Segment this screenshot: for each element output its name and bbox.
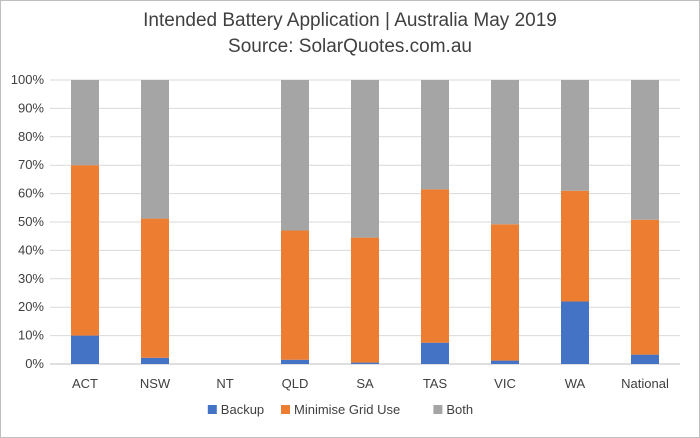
bar-segment <box>351 80 379 238</box>
bar-segment <box>421 80 449 190</box>
bar-segment <box>491 224 519 361</box>
x-tick-label: SA <box>356 376 374 391</box>
bar-segment <box>141 218 169 358</box>
bar-segment <box>141 80 169 219</box>
y-tick-label: 40% <box>18 242 44 257</box>
bar-segment <box>421 189 449 343</box>
legend-swatch <box>281 405 290 414</box>
bar-segment <box>281 80 309 231</box>
y-tick-label: 80% <box>18 129 44 144</box>
y-tick-label: 50% <box>18 214 44 229</box>
bar-segment <box>281 359 309 364</box>
legend-swatch <box>207 405 217 414</box>
y-tick-label: 0% <box>25 356 44 371</box>
bar-segment <box>71 165 99 336</box>
chart-title: Intended Battery Application | Australia… <box>143 10 557 31</box>
bar-segment <box>561 190 589 302</box>
x-tick-label: National <box>621 376 669 391</box>
y-tick-label: 10% <box>18 328 44 343</box>
y-tick-label: 30% <box>18 271 44 286</box>
x-tick-label: QLD <box>282 376 309 391</box>
bar-segment <box>631 80 659 220</box>
bar-segment <box>421 342 449 364</box>
x-tick-label: NSW <box>140 376 171 391</box>
x-tick-label: NT <box>216 376 233 391</box>
legend-label: Both <box>446 402 473 417</box>
y-tick-label: 100% <box>11 72 45 87</box>
y-tick-label: 70% <box>18 157 44 172</box>
x-tick-label: VIC <box>494 376 516 391</box>
x-tick-label: WA <box>565 376 586 391</box>
y-tick-label: 90% <box>18 100 44 115</box>
legend-swatch <box>433 405 443 414</box>
bar-segment <box>71 335 99 364</box>
legend-label: Minimise Grid Use <box>294 402 400 417</box>
bar-segment <box>561 301 589 364</box>
bar-segment <box>141 357 169 364</box>
bar-segment <box>491 80 519 225</box>
bar-segment <box>351 362 379 364</box>
x-tick-label: ACT <box>72 376 98 391</box>
chart-subtitle: Source: SolarQuotes.com.au <box>228 36 472 57</box>
y-tick-label: 60% <box>18 186 44 201</box>
bar-segment <box>631 219 659 355</box>
bar-segment <box>71 80 99 166</box>
y-tick-label: 20% <box>18 299 44 314</box>
bar-segment <box>491 360 519 364</box>
bar-segment <box>351 237 379 363</box>
bar-segment <box>281 230 309 360</box>
bar-segment <box>631 354 659 364</box>
bar-segment <box>561 80 589 191</box>
legend-label: Backup <box>221 402 264 417</box>
x-tick-label: TAS <box>423 376 448 391</box>
